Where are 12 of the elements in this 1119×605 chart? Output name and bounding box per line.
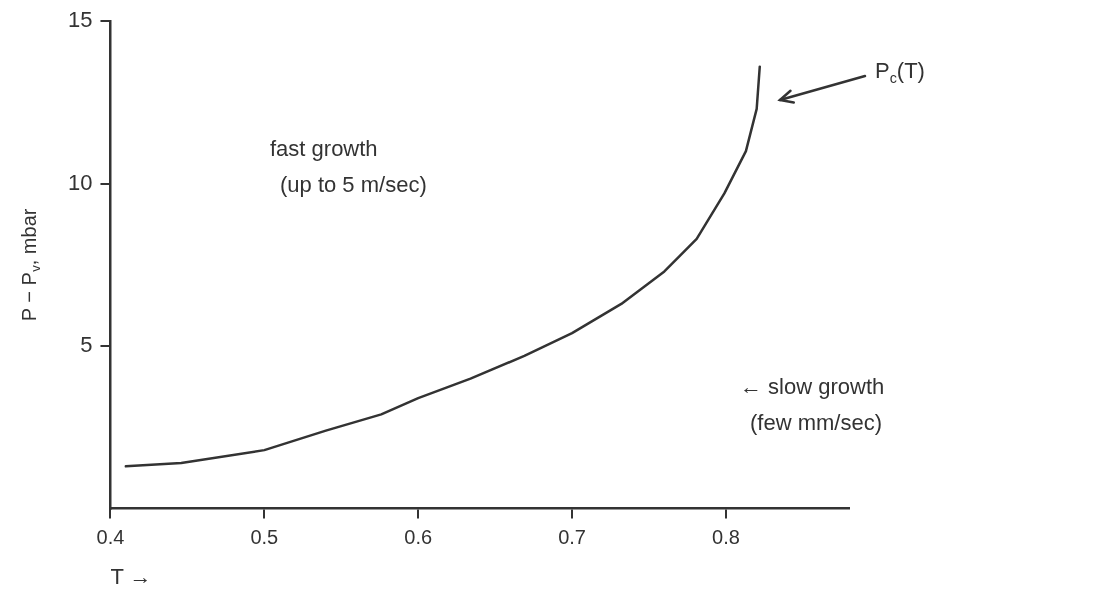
- x-tick-label: 0.7: [558, 526, 586, 549]
- annotation: fast growth (up to 5 m/sec): [270, 136, 427, 198]
- x-tick-label: 0.5: [250, 526, 279, 549]
- x-axis-title: T →: [110, 563, 152, 589]
- y-tick-label: 15: [67, 7, 93, 33]
- x-tick-label: 0.6: [404, 526, 433, 549]
- x-tick-label: 0.8: [712, 526, 740, 549]
- y-axis-title: P − Pv, mbar: [17, 208, 43, 322]
- y-tick-label: 10: [67, 169, 93, 195]
- annotation: ← slow growth (few mm/sec): [740, 374, 885, 436]
- y-tick-label: 5: [80, 332, 93, 358]
- x-tick-label: 0.4: [96, 526, 125, 549]
